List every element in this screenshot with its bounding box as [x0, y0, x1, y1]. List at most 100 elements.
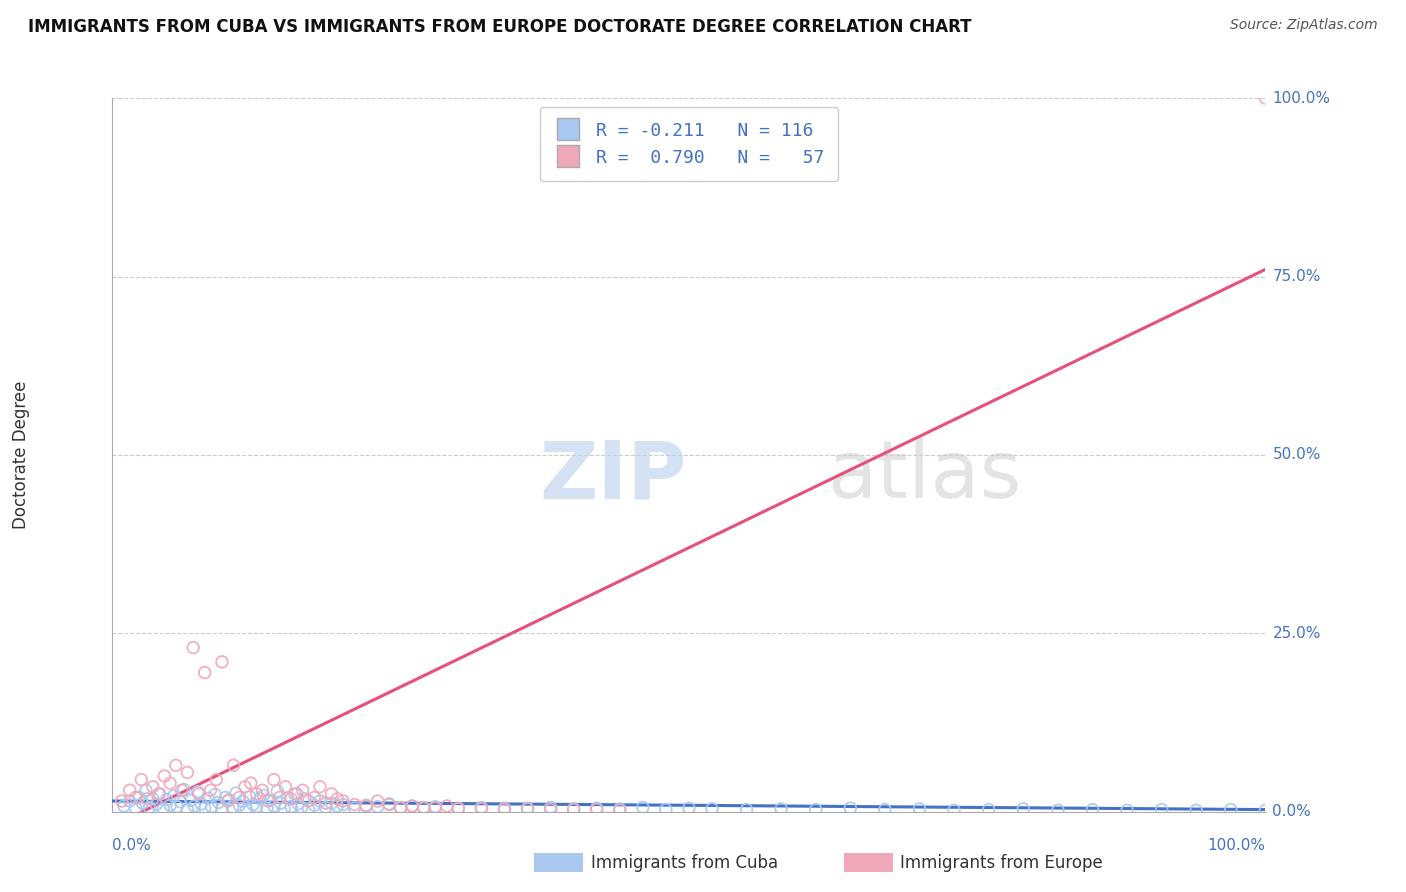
Point — [187, 785, 209, 799]
Point — [256, 801, 278, 815]
Point — [516, 802, 538, 816]
Point — [540, 803, 562, 817]
Point — [221, 800, 243, 814]
Text: 0.0%: 0.0% — [112, 838, 152, 854]
Point — [1012, 802, 1035, 816]
Point — [425, 801, 447, 815]
Point — [285, 787, 308, 801]
Point — [287, 797, 309, 811]
Point — [470, 802, 492, 816]
Point — [136, 792, 159, 806]
Point — [304, 798, 326, 813]
Point — [263, 799, 285, 814]
Point — [401, 799, 423, 814]
Point — [770, 802, 793, 816]
Point — [180, 793, 202, 807]
Point — [297, 802, 319, 816]
Point — [270, 796, 292, 810]
Point — [280, 799, 302, 814]
Point — [266, 784, 288, 798]
Text: Immigrants from Europe: Immigrants from Europe — [900, 854, 1102, 871]
Point — [1358, 803, 1381, 817]
Point — [804, 803, 827, 817]
Text: 0.0%: 0.0% — [1272, 805, 1312, 819]
Point — [183, 799, 205, 814]
Point — [1219, 803, 1241, 817]
Point — [156, 792, 179, 806]
Point — [162, 789, 184, 803]
Point — [222, 758, 245, 772]
Point — [111, 794, 134, 808]
Point — [700, 802, 723, 816]
Point — [201, 799, 224, 814]
Point — [165, 758, 187, 772]
Point — [839, 801, 862, 815]
Point — [290, 800, 312, 814]
Point — [1392, 804, 1406, 818]
Point — [245, 787, 267, 801]
Point — [232, 794, 254, 808]
Point — [367, 799, 389, 814]
Point — [249, 792, 271, 806]
Point — [211, 655, 233, 669]
Point — [735, 803, 758, 817]
Point — [354, 799, 377, 814]
Point — [239, 776, 262, 790]
Point — [494, 803, 516, 817]
Point — [1254, 803, 1277, 817]
Point — [631, 800, 654, 814]
Point — [233, 780, 256, 794]
Point — [259, 793, 281, 807]
Point — [176, 803, 198, 817]
Point — [447, 801, 470, 815]
Point — [152, 802, 174, 816]
Point — [142, 792, 165, 806]
Text: 75.0%: 75.0% — [1272, 269, 1320, 284]
Point — [412, 800, 434, 814]
Point — [207, 796, 229, 810]
Point — [194, 665, 217, 680]
Text: 100.0%: 100.0% — [1272, 91, 1330, 105]
Point — [169, 795, 191, 809]
Point — [425, 799, 447, 814]
Point — [204, 788, 226, 802]
Point — [257, 794, 280, 808]
Point — [412, 801, 434, 815]
Point — [181, 640, 204, 655]
Point — [142, 780, 165, 794]
Point — [678, 801, 700, 815]
Text: IMMIGRANTS FROM CUBA VS IMMIGRANTS FROM EUROPE DOCTORATE DEGREE CORRELATION CHAR: IMMIGRANTS FROM CUBA VS IMMIGRANTS FROM … — [28, 18, 972, 36]
Point — [315, 796, 337, 810]
Point — [321, 787, 343, 801]
Point — [1081, 803, 1104, 817]
Text: 50.0%: 50.0% — [1272, 448, 1320, 462]
Point — [129, 772, 153, 787]
Point — [124, 790, 146, 805]
Point — [315, 800, 337, 814]
Point — [218, 792, 240, 806]
Point — [217, 794, 239, 808]
Point — [214, 790, 236, 805]
Point — [378, 797, 401, 812]
Text: Immigrants from Cuba: Immigrants from Cuba — [591, 854, 778, 871]
Point — [326, 792, 349, 806]
Point — [263, 772, 285, 787]
Point — [205, 772, 228, 787]
Point — [354, 798, 377, 813]
Point — [225, 786, 247, 800]
Point — [655, 803, 678, 817]
Point — [170, 783, 193, 797]
Point — [159, 776, 181, 790]
Point — [294, 792, 316, 806]
Point — [908, 802, 931, 816]
Point — [585, 803, 607, 817]
Point — [277, 791, 299, 805]
Point — [1046, 803, 1069, 817]
Point — [389, 801, 412, 815]
Point — [269, 790, 291, 805]
Point — [252, 783, 274, 797]
Point — [1323, 804, 1346, 818]
Point — [401, 799, 423, 814]
Point — [332, 797, 354, 812]
Legend: R = -0.211   N = 116, R =  0.790   N =   57: R = -0.211 N = 116, R = 0.790 N = 57 — [540, 107, 838, 181]
